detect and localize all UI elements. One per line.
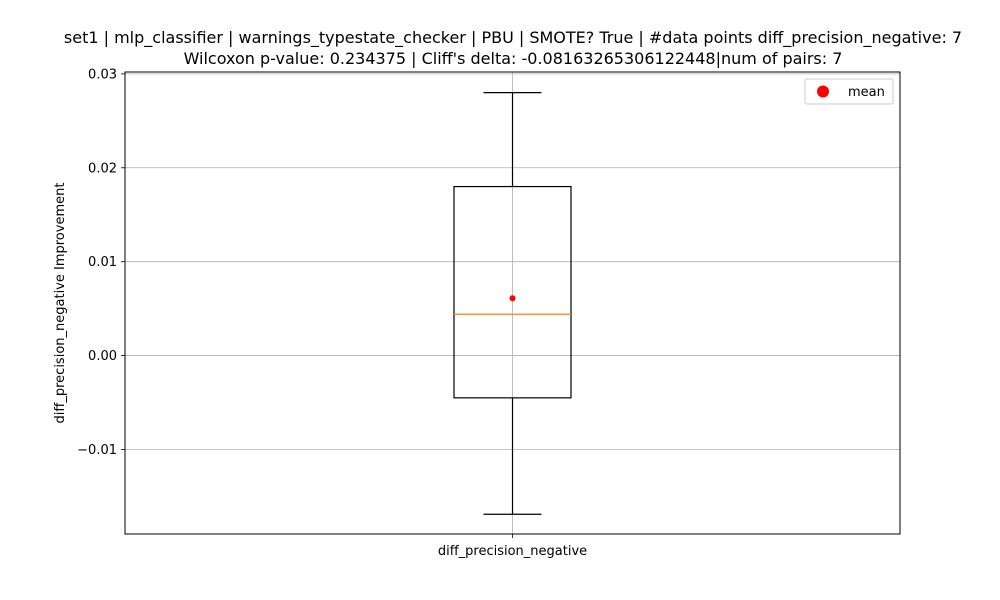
iqr-box bbox=[453, 185, 572, 399]
y-tick-label: 0.03 bbox=[88, 67, 117, 82]
chart-title-line-2: Wilcoxon p-value: 0.234375 | Cliff's del… bbox=[184, 49, 843, 68]
y-tick-label: 0.01 bbox=[88, 255, 117, 270]
axes: −0.01 0.00 0.01 0.02 0.03 diff_precision_nega… bbox=[77, 67, 901, 559]
x-tick-label: diff_precision_negative bbox=[438, 544, 587, 559]
plot-frame bbox=[124, 71, 901, 535]
legend: mean bbox=[804, 78, 894, 105]
legend-frame bbox=[804, 78, 894, 105]
y-axis-label: diff_precision_negative Improvement bbox=[53, 183, 68, 424]
chart-title-line-1: set1 | mlp_classifier | warnings_typesta… bbox=[64, 28, 962, 48]
legend-mean-marker bbox=[817, 85, 829, 98]
y-tick-label: 0.02 bbox=[88, 161, 117, 176]
y-tick-label: −0.01 bbox=[77, 443, 117, 458]
y-tick-label: 0.00 bbox=[88, 349, 117, 364]
mean-marker bbox=[509, 295, 516, 302]
legend-mean-label: mean bbox=[848, 85, 885, 100]
box-plot bbox=[453, 92, 572, 515]
